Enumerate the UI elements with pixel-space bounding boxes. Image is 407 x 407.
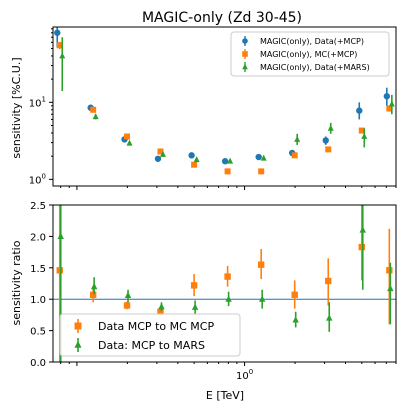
top-point — [388, 100, 395, 107]
top-legend-marker — [242, 38, 248, 44]
bottom-legend: Data MCP to MC MCP Data: MCP to MARS — [59, 313, 241, 357]
chart-title: MAGIC-only (Zd 30-45) — [142, 10, 302, 26]
top-point — [325, 146, 332, 153]
bottom-ytick-label: 0.0 — [30, 358, 46, 369]
bottom-series-1 — [57, 205, 394, 362]
bottom-legend-markers — [74, 319, 82, 352]
bottom-legend-label-mcp-to-mc: Data MCP to MC MCP — [98, 320, 214, 333]
bottom-xtick-exponent: 0 — [249, 368, 253, 376]
bottom-point — [326, 314, 333, 321]
top-legend-marker — [242, 63, 248, 70]
top-point — [383, 93, 391, 100]
top-point — [193, 156, 200, 163]
bottom-point — [258, 295, 266, 302]
top-point — [154, 155, 162, 162]
bottom-point — [387, 284, 394, 292]
top-series-1 — [56, 41, 393, 175]
top-ytick-label: 101 — [29, 95, 46, 109]
bottom-point — [292, 316, 299, 323]
bottom-point — [225, 295, 232, 302]
top-legend-markers — [242, 36, 248, 72]
bottom-point — [191, 303, 199, 310]
bottom-ytick-label: 1.0 — [30, 295, 46, 306]
top-y-axis-label: sensitivity [%C.U.] — [10, 57, 23, 158]
top-point — [157, 148, 164, 155]
bottom-point — [56, 267, 63, 274]
x-axis-label: E [TeV] — [206, 389, 244, 402]
top-point — [92, 113, 99, 120]
bottom-point — [57, 232, 64, 239]
top-legend-label-data-mars: MAGIC(only), Data(+MARS) — [260, 63, 370, 72]
top-point — [255, 153, 262, 161]
top-point — [124, 133, 131, 140]
bottom-ytick-label: 2.0 — [30, 232, 46, 243]
bottom-point — [123, 302, 131, 309]
bottom-point — [358, 243, 365, 251]
top-panel-series — [54, 27, 395, 175]
top-point — [191, 161, 198, 168]
top-point — [386, 105, 393, 112]
top-point — [322, 137, 329, 144]
top-point — [159, 150, 166, 157]
top-point — [188, 152, 195, 159]
top-point — [356, 107, 363, 114]
bottom-legend-frame — [59, 313, 241, 357]
top-point — [358, 127, 365, 134]
bottom-legend-marker — [74, 322, 82, 330]
top-point — [258, 168, 265, 175]
bottom-panel-frame — [52, 204, 397, 363]
bottom-ytick-label: 0.5 — [30, 327, 46, 338]
bottom-point — [89, 291, 97, 299]
top-legend: MAGIC(only), Data(+MCP) MAGIC(only), MC(… — [230, 31, 390, 77]
top-point — [221, 158, 229, 165]
top-legend-label-data-mcp: MAGIC(only), Data(+MCP) — [260, 37, 364, 46]
bottom-ytick-label: 2.5 — [30, 201, 46, 212]
bottom-legend-label-mcp-to-mars: Data: MCP to MARS — [98, 339, 205, 352]
bottom-xtick-label: 100 — [236, 368, 253, 382]
bottom-panel-ticks: 0.0 0.5 1.0 1.5 2.0 2.5 100 — [30, 201, 397, 382]
bottom-point — [359, 226, 366, 233]
bottom-point — [190, 282, 198, 289]
top-ytick-exponent: 1 — [42, 95, 46, 103]
top-ytick-exponent: 0 — [42, 172, 46, 180]
top-point — [260, 154, 267, 161]
top-legend-label-mc-mcp: MAGIC(only), MC(+MCP) — [260, 50, 357, 59]
bottom-ytick-label: 1.5 — [30, 264, 46, 275]
bottom-point — [325, 277, 332, 285]
top-panel-frame — [52, 26, 397, 187]
top-legend-marker — [242, 51, 248, 57]
bottom-point — [386, 267, 393, 274]
top-legend-frame — [230, 31, 390, 77]
top-point — [59, 52, 66, 59]
bottom-point — [224, 273, 231, 280]
bottom-point — [90, 282, 98, 290]
bottom-panel-series — [56, 205, 394, 362]
top-point — [54, 29, 61, 36]
bottom-point — [124, 291, 132, 298]
top-point — [327, 124, 334, 131]
top-ytick-label: 100 — [29, 172, 46, 186]
bottom-legend-marker — [74, 340, 82, 348]
top-point — [291, 152, 298, 159]
top-point — [227, 157, 234, 164]
bottom-point — [291, 291, 298, 299]
bottom-point — [157, 308, 164, 315]
bottom-y-axis-label: sensitivity ratio — [10, 240, 23, 325]
top-point — [90, 106, 97, 113]
top-series-2 — [59, 37, 395, 164]
bottom-point — [158, 302, 165, 310]
bottom-point — [257, 261, 265, 268]
top-point — [224, 168, 231, 175]
top-point — [361, 132, 368, 139]
top-point — [126, 139, 133, 146]
top-point — [294, 135, 301, 142]
top-point — [56, 42, 63, 49]
